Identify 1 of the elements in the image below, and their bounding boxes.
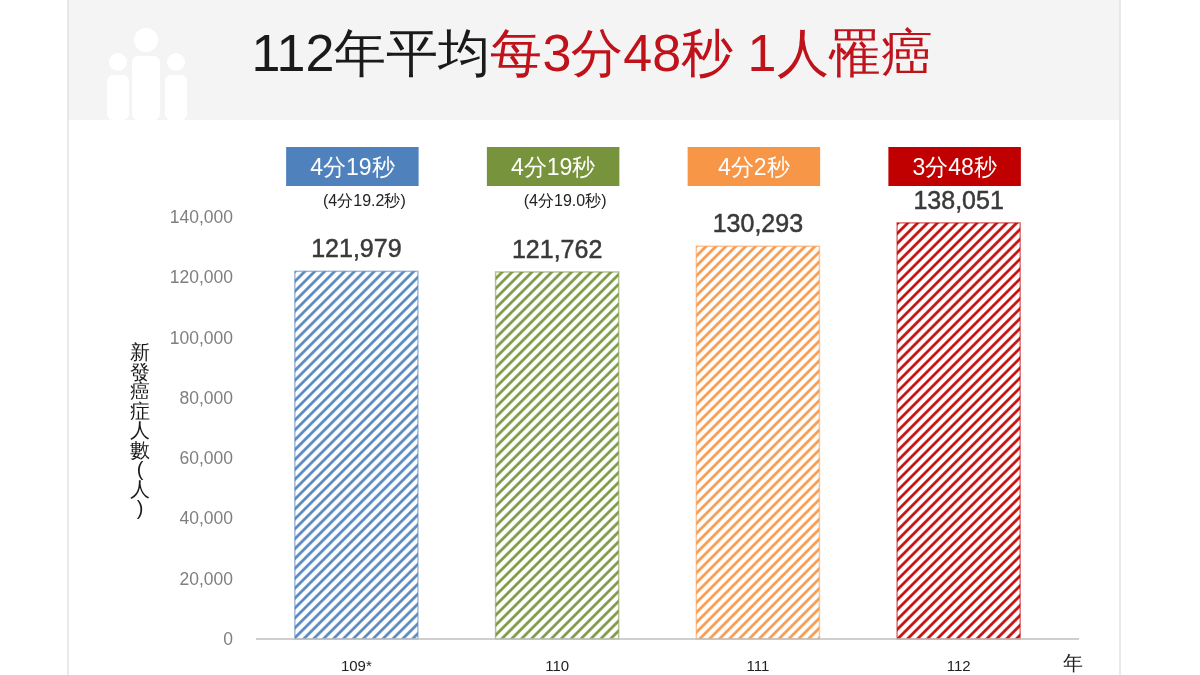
- title: 112年平均每3分48秒 1人罹癌: [251, 24, 933, 82]
